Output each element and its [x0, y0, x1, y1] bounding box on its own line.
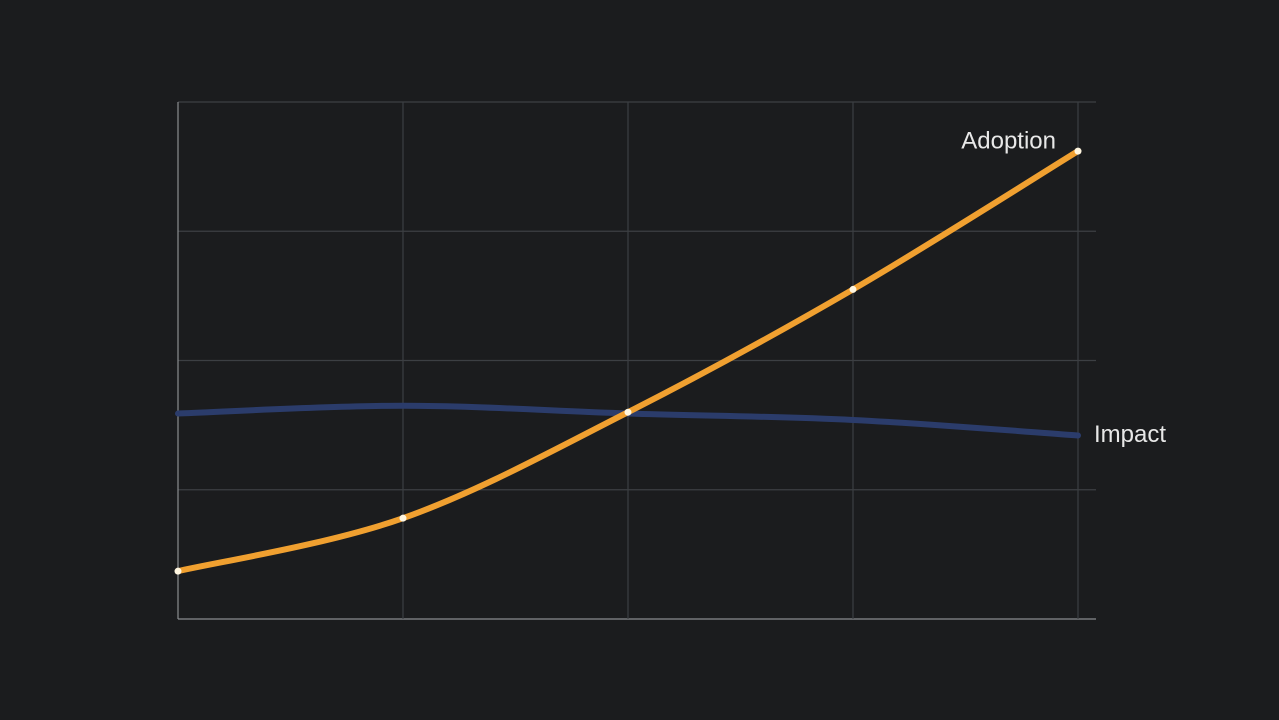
point-marker [624, 408, 632, 416]
series-label: Impact [1094, 421, 1166, 448]
point-marker [399, 514, 407, 522]
series-label: Adoption [961, 127, 1056, 154]
point-marker [1074, 147, 1082, 155]
point-marker [174, 567, 182, 575]
point-marker [849, 285, 857, 293]
